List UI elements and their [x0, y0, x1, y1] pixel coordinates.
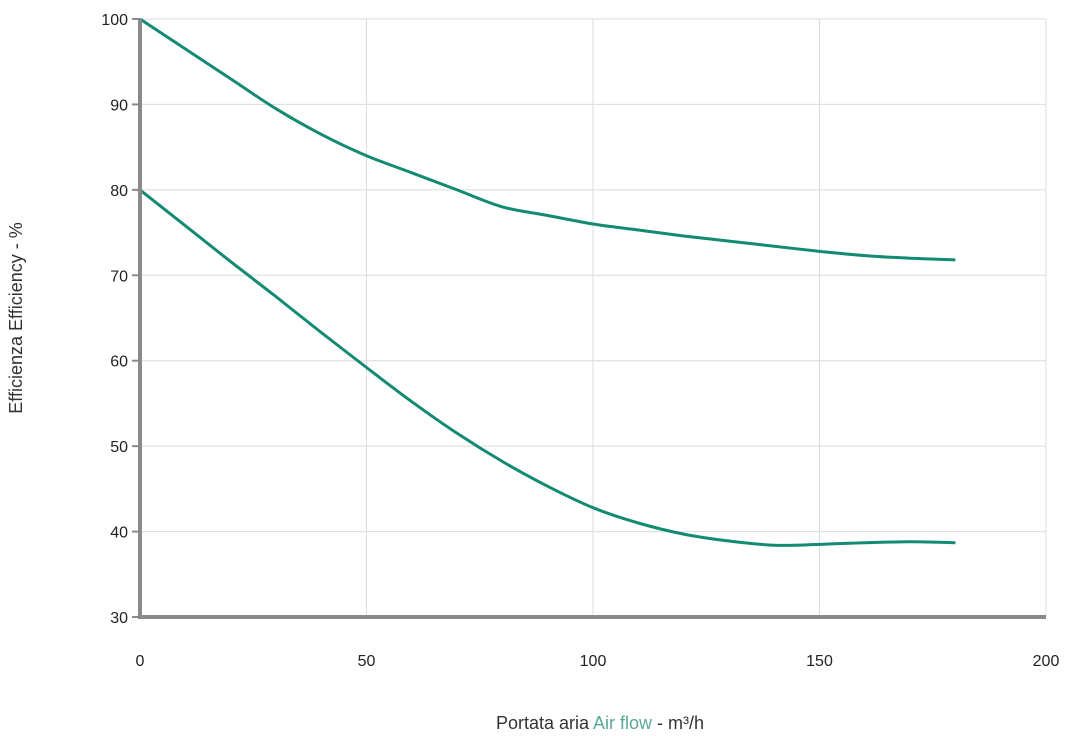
data-series	[139, 17, 956, 547]
x-tick-label-0: 0	[136, 653, 145, 670]
y-axis-title: Efficienza Efficiency - %	[6, 222, 26, 413]
grid-lines	[140, 18, 1047, 617]
x-axis-title: Portata aria Air flow - m³/h	[496, 713, 704, 733]
y-tick-label-90: 90	[110, 97, 128, 114]
x-axis-title-part1: Portata aria	[496, 713, 593, 733]
series-line-1	[139, 17, 956, 262]
x-tick-label-50: 50	[358, 653, 376, 670]
y-tick-label-100: 100	[101, 12, 128, 29]
y-tick-label-80: 80	[110, 183, 128, 200]
x-axis-title-part2: Air flow	[593, 713, 653, 733]
y-tick-label-40: 40	[110, 525, 128, 542]
x-tick-label-150: 150	[806, 653, 833, 670]
y-tick-label-70: 70	[110, 268, 128, 285]
x-tick-labels: 0 50 100 150 200	[136, 653, 1060, 670]
x-tick-label-100: 100	[580, 653, 607, 670]
y-tick-labels: 30 40 50 60 70 80 90 100	[101, 12, 128, 627]
series-line-2	[139, 188, 956, 547]
x-axis-title-part3: - m³/h	[652, 713, 704, 733]
y-tick-label-60: 60	[110, 354, 128, 371]
axes	[132, 18, 1046, 619]
y-tick-label-30: 30	[110, 610, 128, 627]
x-tick-label-200: 200	[1033, 653, 1060, 670]
y-tick-label-50: 50	[110, 439, 128, 456]
